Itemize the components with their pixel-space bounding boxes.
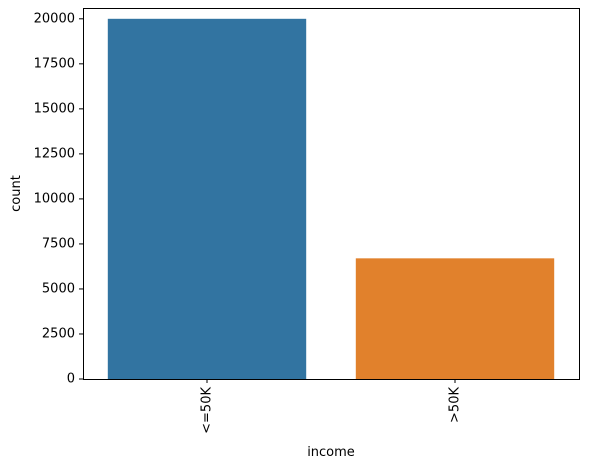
y-axis-ticks: 0 2500 5000 7500 10000 12500 15000 17500 20000 — [34, 11, 83, 387]
x-tick-label: >50K — [448, 387, 463, 423]
y-tick-label: 12500 — [34, 146, 75, 161]
x-axis-label: income — [307, 445, 355, 460]
x-axis-ticks: <=50K >50K — [200, 379, 463, 434]
y-tick-label: 5000 — [42, 281, 75, 296]
y-tick-label: 0 — [67, 372, 75, 387]
y-tick-label: 2500 — [42, 326, 75, 341]
bars-group — [107, 18, 555, 380]
bar-0 — [107, 18, 307, 380]
y-axis-label: count — [9, 175, 24, 212]
y-tick-label: 7500 — [42, 236, 75, 251]
y-tick-label: 10000 — [34, 191, 75, 206]
plot-frame — [83, 8, 580, 380]
y-tick-label: 20000 — [34, 11, 75, 26]
y-tick-label: 15000 — [34, 101, 75, 116]
bar-1 — [355, 258, 555, 379]
x-tick-label: <=50K — [200, 387, 215, 434]
y-tick-label: 17500 — [34, 56, 75, 71]
